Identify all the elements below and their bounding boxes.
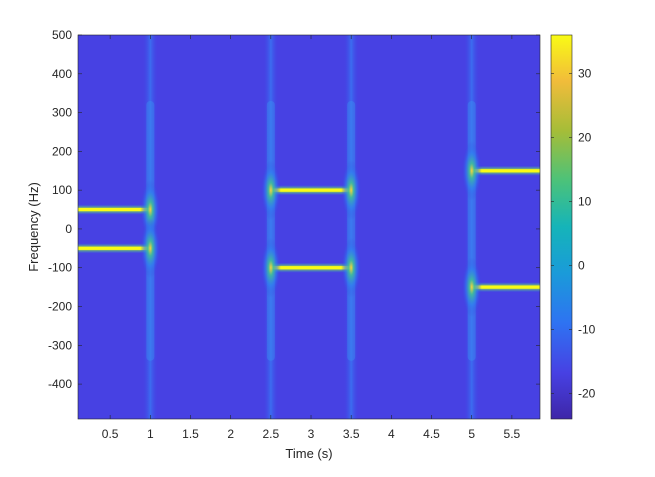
tone-core — [471, 169, 540, 173]
tone-core — [270, 266, 352, 270]
y-tick-label: 200 — [52, 144, 72, 158]
transient-core — [347, 100, 356, 361]
y-tick-label: 400 — [52, 67, 72, 81]
x-tick-label: 5 — [468, 427, 475, 441]
plot-area — [78, 35, 540, 419]
tone-onset-glow — [341, 160, 362, 221]
colorbar-tick-label: 30 — [578, 66, 592, 80]
y-axis-label: Frequency (Hz) — [26, 182, 41, 272]
x-tick-label: 1.5 — [182, 427, 199, 441]
x-tick-label: 1 — [147, 427, 154, 441]
tone-core — [270, 188, 352, 192]
y-tick-label: 500 — [52, 28, 72, 42]
transient-core — [266, 100, 275, 361]
transient-streak — [263, 35, 278, 419]
x-tick-label: 2.5 — [262, 427, 279, 441]
tone-onset-glow — [461, 257, 482, 318]
x-axis: 0.5 1 1.5 2 2.5 3 3.5 4 4.5 5 5.5 — [102, 35, 521, 441]
x-tick-label: 2 — [227, 427, 234, 441]
y-tick-label: -400 — [48, 377, 72, 391]
tone-onset-glow — [341, 237, 362, 298]
transient-core — [467, 100, 476, 361]
y-tick-label: 0 — [65, 222, 72, 236]
x-tick-label: 3.5 — [343, 427, 360, 441]
tone-onset-glow — [461, 140, 482, 201]
y-tick-label: 300 — [52, 106, 72, 120]
y-tick-label: -200 — [48, 300, 72, 314]
tone-core — [78, 207, 151, 212]
x-axis-label: Time (s) — [285, 446, 332, 461]
colorbar-gradient — [550, 34, 573, 420]
y-tick-label: -300 — [48, 338, 72, 352]
x-tick-label: 4.5 — [423, 427, 440, 441]
transient-streak — [464, 35, 479, 419]
y-axis: -400 -300 -200 -100 0 100 200 300 400 500 — [48, 28, 540, 391]
colorbar-tick-label: -10 — [578, 322, 596, 336]
y-tick-label: -100 — [48, 261, 72, 275]
plot-frame — [77, 34, 541, 420]
colorbar: -20 -10 0 10 20 30 — [550, 34, 596, 420]
y-tick-label: 100 — [52, 183, 72, 197]
colorbar-tick-label: 20 — [578, 130, 592, 144]
x-tick-label: 0.5 — [102, 427, 119, 441]
tone-onset-glow — [260, 160, 281, 221]
colorbar-tick-label: 0 — [578, 258, 585, 272]
tone-core — [471, 285, 540, 289]
tone-onset-glow — [260, 237, 281, 298]
transient-streak — [344, 35, 359, 419]
tone-core — [78, 246, 151, 250]
colorbar-tick-label: 10 — [578, 194, 592, 208]
colorbar-tick-label: -20 — [578, 386, 596, 400]
x-tick-label: 3 — [308, 427, 315, 441]
x-tick-label: 4 — [388, 427, 395, 441]
x-tick-label: 5.5 — [504, 427, 521, 441]
tone-onset-glow — [140, 218, 161, 279]
